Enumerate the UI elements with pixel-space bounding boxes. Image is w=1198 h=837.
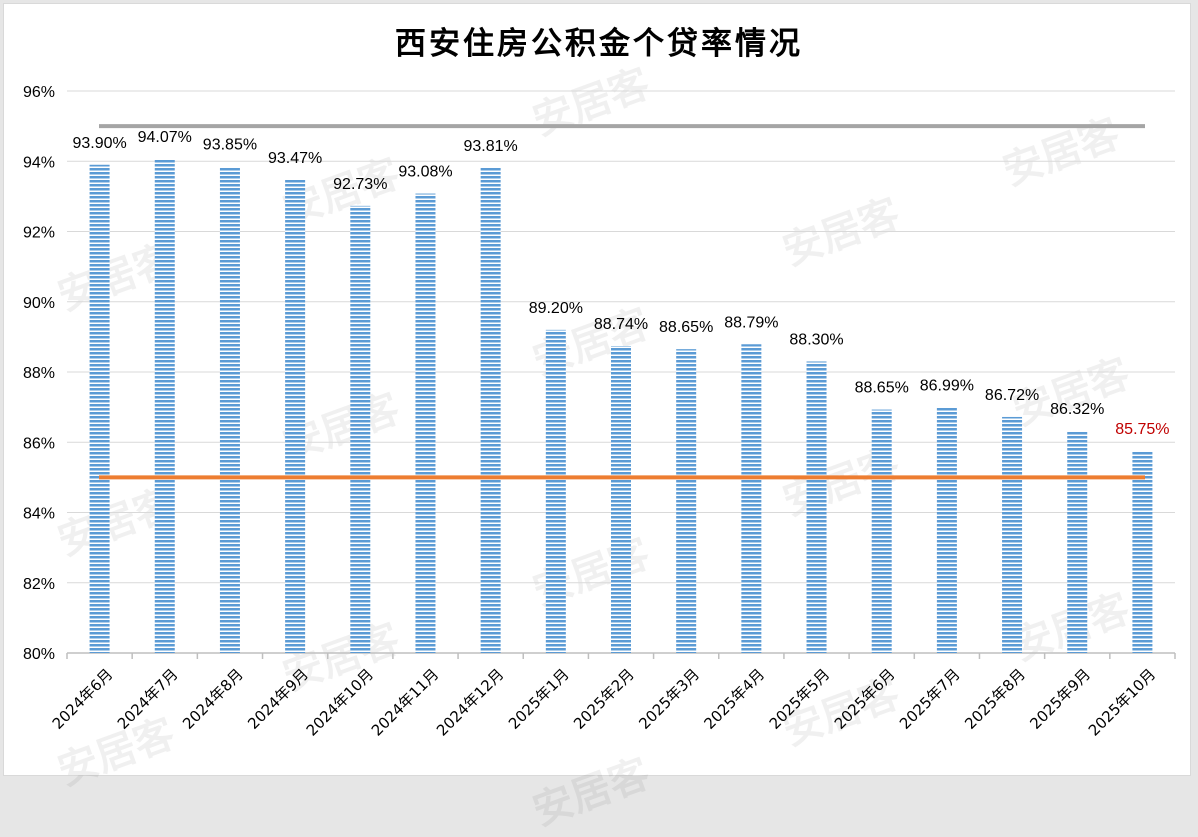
x-category-label: 2025年6月 [831,665,899,733]
x-category-label: 2024年10月 [303,665,377,739]
data-label: 86.72% [985,387,1039,404]
bar [350,205,371,653]
data-label: 85.75% [1115,421,1169,438]
bar [219,166,240,654]
data-label: 93.81% [464,138,518,155]
data-label: 94.07% [138,129,192,146]
data-label: 88.65% [659,319,713,336]
x-category-label: 2025年7月 [896,665,964,733]
data-label: 86.99% [920,377,974,394]
data-label: 93.85% [203,137,257,154]
y-tick-label: 82% [23,576,55,593]
data-label: 88.74% [594,316,648,333]
x-category-label: 2025年9月 [1026,665,1094,733]
x-category-label: 2024年9月 [244,665,312,733]
x-category-label: 2025年2月 [570,665,638,733]
x-category-label: 2025年5月 [766,665,834,733]
bar-chart: 80% 82% 84% 86% 88% 90% 92% 94% 96% 93.90% 94.07% 9… [23,84,1176,740]
y-tick-label: 94% [23,154,55,171]
bar [871,409,892,653]
bar [741,344,762,653]
x-category-label: 2025年3月 [635,665,703,733]
bar [545,329,566,653]
bar [480,167,501,653]
bar [1002,416,1023,653]
data-label: 93.08% [398,164,452,181]
x-category-label: 2025年10月 [1085,665,1159,739]
y-tick-label: 90% [23,295,55,312]
chart-frame [3,3,1191,776]
y-tick-label: 92% [23,225,55,242]
bar [611,346,631,653]
data-label: 93.90% [72,135,126,152]
y-tick-label: 88% [23,365,55,382]
y-tick-label: 86% [23,435,55,452]
bar [285,179,306,653]
x-category-label: 2025年4月 [700,665,768,733]
bar [936,407,957,653]
x-category-label: 2024年6月 [49,665,117,733]
bar [1067,431,1088,653]
x-category-label: 2025年8月 [961,665,1029,733]
data-label: 88.79% [724,314,778,331]
bar [676,349,697,653]
data-label: 93.47% [268,150,322,167]
bar [806,361,827,653]
data-label: 92.73% [333,176,387,193]
bar [89,164,110,653]
bar [1132,451,1153,653]
x-category-label: 2024年11月 [368,665,442,739]
data-label: 86.32% [1050,401,1104,418]
chart-title: 西安住房公积金个贷率情况 [395,26,803,62]
y-tick-label: 96% [23,84,55,101]
y-tick-label: 80% [23,646,55,663]
x-category-label: 2024年8月 [179,665,247,733]
x-category-label: 2024年7月 [114,665,182,733]
bar [415,193,436,653]
x-category-label: 2025年1月 [505,665,573,733]
bar [154,158,175,653]
y-tick-label: 84% [23,506,55,523]
x-category-label: 2024年12月 [433,665,507,739]
data-label: 88.65% [855,380,909,397]
data-label: 88.30% [789,331,843,348]
data-label: 89.20% [529,300,583,317]
